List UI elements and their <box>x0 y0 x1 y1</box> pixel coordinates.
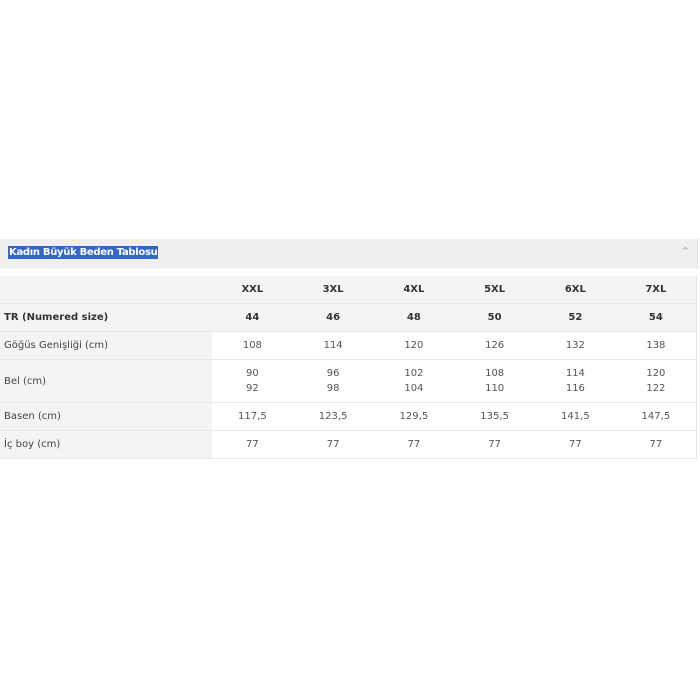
table-cell: 117,5 <box>212 402 293 431</box>
column-header: 5XL <box>454 276 535 304</box>
size-table: XXL 3XL 4XL 5XL 6XL 7XL TR (Numered size… <box>0 276 697 459</box>
table-cell: 77 <box>212 430 293 459</box>
table-cell: 114 <box>292 331 374 360</box>
table-cell: 114 116 <box>535 359 616 403</box>
table-cell: 77 <box>615 430 697 459</box>
column-header: 4XL <box>373 276 455 304</box>
table-cell: 102 104 <box>373 359 455 403</box>
row-label: TR (Numered size) <box>0 303 212 332</box>
column-header: 7XL <box>615 276 697 304</box>
cell-value: 96 <box>326 368 340 379</box>
cell-value: 90 <box>246 368 259 379</box>
table-cell: 96 98 <box>292 359 374 403</box>
table-row: İç boy (cm) 77 77 77 77 77 77 <box>0 430 697 459</box>
table-cell: 135,5 <box>454 402 535 431</box>
row-label: Basen (cm) <box>0 402 212 431</box>
table-cell: 108 <box>212 331 293 360</box>
cell-value: 110 <box>485 383 505 394</box>
column-header: 3XL <box>292 276 374 304</box>
cell-value: 102 <box>404 368 424 379</box>
table-cell: 108 110 <box>454 359 535 403</box>
table-cell: 50 <box>454 303 535 332</box>
cell-value: 120 <box>646 368 666 379</box>
row-label: İç boy (cm) <box>0 430 212 459</box>
cell-value: 122 <box>646 383 666 394</box>
table-row: Bel (cm) 90 92 96 98 102 104 108 110 114 116 120 122 <box>0 359 697 403</box>
table-row: Basen (cm) 117,5 123,5 129,5 135,5 141,5 147,5 <box>0 402 697 431</box>
cell-value: 98 <box>326 383 340 394</box>
table-cell: 141,5 <box>535 402 616 431</box>
table-cell: 90 92 <box>212 359 293 403</box>
table-cell: 52 <box>535 303 616 332</box>
chevron-up-icon[interactable]: ⌃ <box>680 245 690 258</box>
column-header: XXL <box>212 276 293 304</box>
table-cell: 77 <box>454 430 535 459</box>
table-cell: 54 <box>615 303 697 332</box>
table-cell: 44 <box>212 303 293 332</box>
table-cell: 132 <box>535 331 616 360</box>
table-cell: 77 <box>535 430 616 459</box>
cell-value: 104 <box>404 383 424 394</box>
table-cell: 46 <box>292 303 374 332</box>
cell-value: 92 <box>246 383 259 394</box>
header-empty <box>0 276 212 304</box>
cell-value: 108 <box>485 368 505 379</box>
table-row: TR (Numered size) 44 46 48 50 52 54 <box>0 303 697 332</box>
table-cell: 126 <box>454 331 535 360</box>
column-header: 6XL <box>535 276 616 304</box>
panel-title: Kadın Büyük Beden Tablosu <box>8 246 159 259</box>
table-cell: 77 <box>292 430 374 459</box>
table-cell: 147,5 <box>615 402 697 431</box>
row-label: Bel (cm) <box>0 359 212 403</box>
table-header-row: XXL 3XL 4XL 5XL 6XL 7XL <box>0 276 697 304</box>
size-chart-accordion-header[interactable]: Kadın Büyük Beden Tablosu ⌃ <box>0 239 698 269</box>
row-label: Göğüs Genişliği (cm) <box>0 331 212 360</box>
table-cell: 77 <box>373 430 455 459</box>
cell-value: 114 <box>565 368 585 379</box>
table-cell: 123,5 <box>292 402 374 431</box>
table-row: Göğüs Genişliği (cm) 108 114 120 126 132 138 <box>0 331 697 360</box>
table-cell: 48 <box>373 303 455 332</box>
cell-value: 116 <box>565 383 585 394</box>
table-cell: 120 <box>373 331 455 360</box>
table-cell: 129,5 <box>373 402 455 431</box>
table-cell: 138 <box>615 331 697 360</box>
table-cell: 120 122 <box>615 359 697 403</box>
